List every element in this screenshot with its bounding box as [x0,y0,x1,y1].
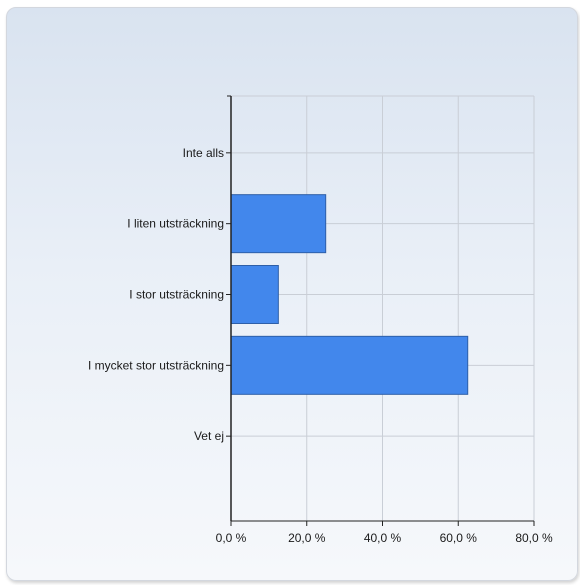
category-label: I mycket stor utsträckning [88,358,224,372]
category-label: Vet ej [194,429,224,443]
x-tick-label: 80,0 % [515,531,553,545]
x-tick-label: 20,0 % [288,531,326,545]
bar [230,194,327,254]
x-tick-label: 60,0 % [440,531,478,545]
category-label: I stor utsträckning [129,288,224,302]
labels: 0,0 % 20,0 % 40,0 % 60,0 % 80,0 % Inte alls I … [88,146,553,545]
x-tick-label: 0,0 % [216,531,247,545]
axes [226,95,535,526]
bar [230,335,469,395]
x-tick-label: 40,0 % [364,531,402,545]
bar [230,265,279,324]
category-label: I liten utsträckning [127,217,224,231]
category-label: Inte alls [183,146,224,160]
